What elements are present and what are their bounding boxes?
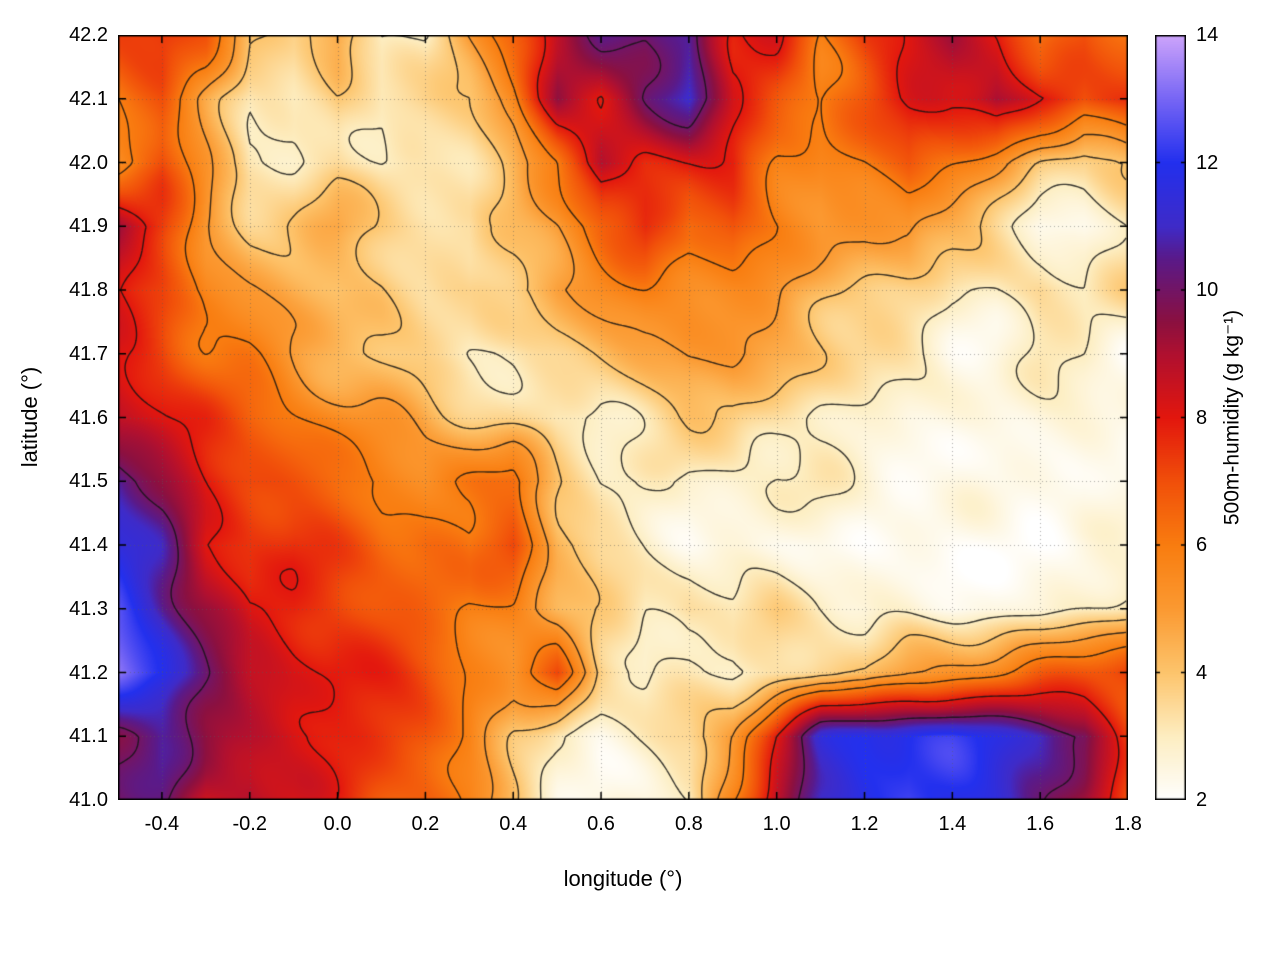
y-tick-label: 41.5 bbox=[69, 470, 108, 493]
colorbar-tick-label: 4 bbox=[1196, 661, 1208, 684]
y-tick-label: 41.1 bbox=[69, 725, 108, 748]
x-tick-label: 1.0 bbox=[762, 813, 791, 835]
y-tick-label: 42.0 bbox=[69, 151, 108, 174]
y-tick-label: 41.2 bbox=[69, 661, 108, 684]
y-axis-title: latitude (°) bbox=[17, 366, 42, 468]
colorbar-tick-label: 10 bbox=[1196, 279, 1219, 301]
colorbar-canvas bbox=[1155, 35, 1186, 800]
y-tick-label: 41.4 bbox=[69, 534, 108, 556]
y-tick-label: 42.1 bbox=[69, 87, 108, 110]
colorbar-tick-label: 14 bbox=[1196, 24, 1219, 46]
x-tick-label: 1.2 bbox=[850, 813, 879, 835]
x-tick-label: 0.4 bbox=[499, 813, 528, 835]
x-tick-label: 0.8 bbox=[674, 813, 703, 835]
y-tick-label: 41.8 bbox=[69, 279, 108, 301]
y-tick-label: 41.9 bbox=[69, 215, 108, 238]
x-tick-label: 1.4 bbox=[938, 813, 967, 835]
colorbar-tick-label: 2 bbox=[1196, 789, 1208, 811]
y-tick-label: 41.3 bbox=[69, 597, 108, 620]
x-tick-label: 0.0 bbox=[323, 813, 352, 835]
heatmap-canvas bbox=[118, 35, 1128, 800]
colorbar-tick-label: 8 bbox=[1196, 406, 1208, 429]
y-tick-label: 42.2 bbox=[69, 24, 108, 46]
colorbar-title: 500m-humidity (g kg⁻¹) bbox=[1220, 309, 1244, 526]
x-tick-label: 0.2 bbox=[411, 813, 440, 835]
x-tick-label: -0.2 bbox=[232, 813, 267, 835]
x-tick-label: 0.6 bbox=[587, 813, 615, 835]
y-tick-label: 41.7 bbox=[69, 342, 108, 365]
y-tick-label: 41.6 bbox=[69, 406, 108, 429]
x-tick-label: 1.8 bbox=[1114, 813, 1142, 835]
x-axis-title: longitude (°) bbox=[563, 866, 683, 891]
colorbar-tick-label: 12 bbox=[1196, 151, 1219, 174]
colorbar-tick-label: 6 bbox=[1196, 534, 1208, 556]
x-tick-label: 1.6 bbox=[1026, 813, 1055, 835]
x-tick-label: -0.4 bbox=[144, 813, 180, 835]
y-tick-label: 41.0 bbox=[69, 789, 108, 811]
